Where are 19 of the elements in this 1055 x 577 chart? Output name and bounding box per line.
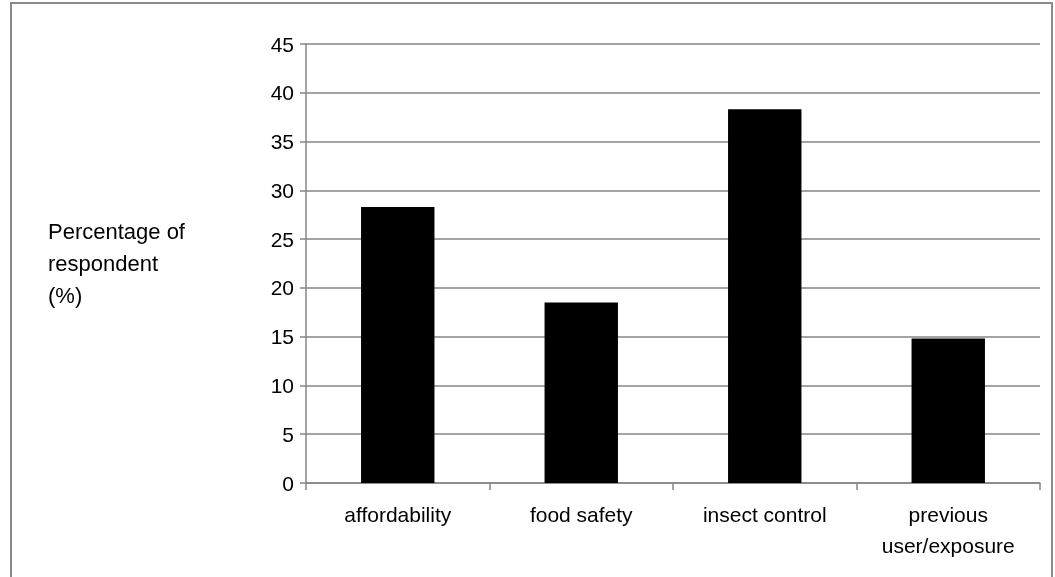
- bar: [728, 109, 802, 483]
- bar: [361, 206, 435, 483]
- y-tick-label: 5: [282, 422, 294, 446]
- x-tick-label: affordability: [344, 503, 452, 526]
- bar: [544, 302, 618, 483]
- y-tick-label: 20: [270, 276, 294, 300]
- y-tick-label: 15: [270, 325, 294, 349]
- y-tick-label: 30: [270, 178, 294, 202]
- y-tick-label: 25: [270, 227, 294, 251]
- x-tick-label: previous user/exposure: [881, 503, 1015, 557]
- y-tick-label: 35: [270, 130, 294, 154]
- y-tick-label: 40: [270, 81, 294, 105]
- y-axis-title: Percentage of respondent (%): [48, 219, 186, 308]
- x-tick-label: insect control: [702, 503, 827, 526]
- y-tick-label: 45: [270, 32, 294, 56]
- y-tick-label: 10: [270, 373, 294, 397]
- x-tick-label: food safety: [529, 503, 634, 526]
- y-tick-label: 0: [282, 471, 294, 495]
- bar: [911, 338, 985, 483]
